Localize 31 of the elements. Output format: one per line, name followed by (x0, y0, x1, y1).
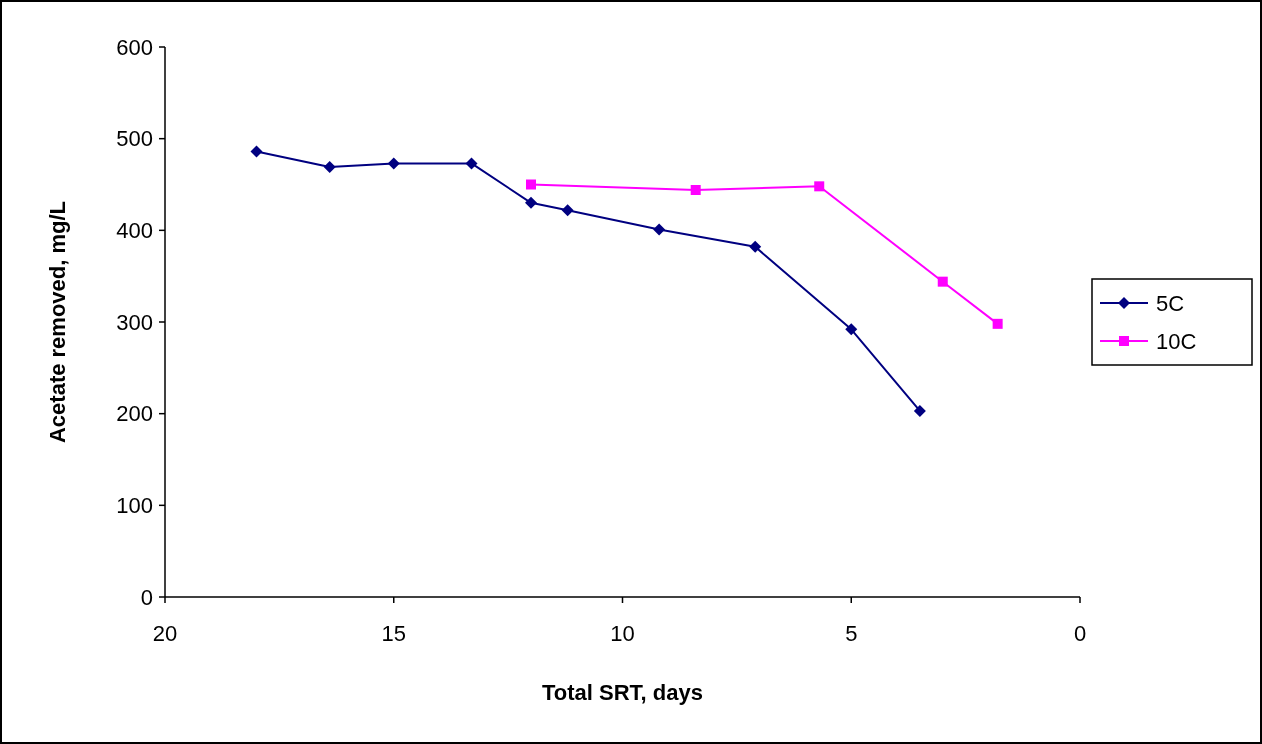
point (992, 318, 1003, 329)
point (749, 240, 762, 253)
point (323, 161, 336, 174)
point (250, 145, 263, 158)
y-tick-label: 300 (116, 309, 153, 335)
point (814, 181, 825, 192)
point (653, 223, 666, 236)
point (526, 179, 536, 190)
point (525, 196, 537, 209)
legend-label: 5C (1156, 290, 1185, 316)
x-tick-label: 20 (152, 621, 178, 646)
y-tick-label: 100 (116, 493, 153, 519)
y-axis-title: Acetate removed, mg/L (45, 200, 70, 444)
x-tick-label: 15 (381, 621, 406, 646)
y-tick-label: 0 (140, 584, 153, 610)
point (465, 157, 478, 170)
x-tick-label: 5 (845, 621, 858, 646)
point (561, 204, 574, 217)
y-tick-label: 200 (116, 401, 153, 427)
y-tick-label: 600 (116, 34, 153, 60)
y-tick-label: 500 (116, 126, 153, 152)
point (845, 323, 858, 336)
y-tick-label: 400 (116, 218, 153, 244)
legend-label: 10C (1156, 328, 1197, 354)
x-tick-label: 0 (1073, 621, 1087, 646)
point (913, 404, 926, 417)
point (937, 276, 948, 287)
x-tick-label: 10 (610, 621, 635, 646)
x-axis-title: Total SRT, days (542, 680, 703, 705)
point (387, 157, 400, 170)
point (690, 185, 701, 195)
